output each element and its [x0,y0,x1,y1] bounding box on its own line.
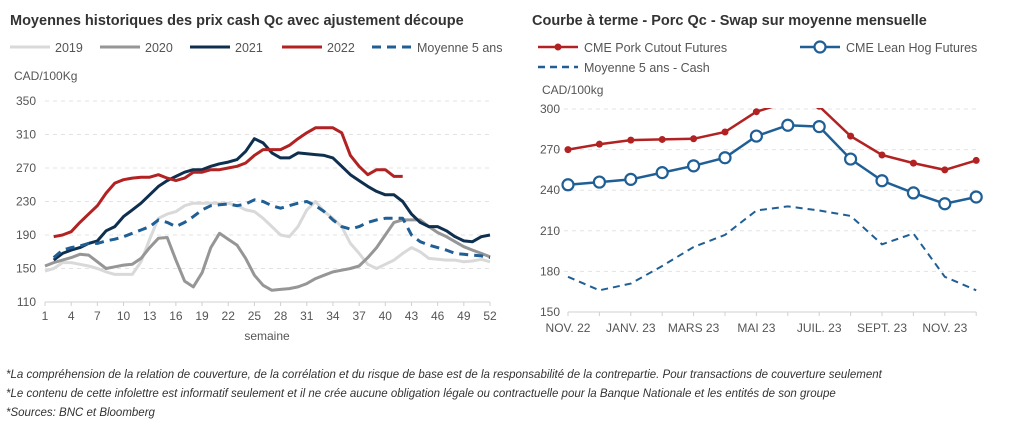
data-point [941,166,949,174]
x-tick-label: 4 [68,309,75,323]
x-tick-label: 1 [42,309,49,323]
data-point [658,135,666,143]
data-point [972,156,980,164]
x-tick-label: 43 [405,309,419,323]
left-y-label: CAD/100Kg [14,69,77,83]
data-point [749,129,764,143]
legend-label: CME Lean Hog Futures [846,41,977,55]
right-chart-title: Courbe à terme - Porc Qc - Swap sur moye… [532,13,927,29]
x-tick-label: 49 [457,309,471,323]
series-line [567,205,977,292]
data-point [655,166,669,180]
left-chart-title: Moyennes historiques des prix cash Qc av… [10,13,464,29]
x-tick-label: 16 [169,309,183,323]
y-tick-label: 150 [16,262,36,276]
legend-label: 2019 [55,41,83,55]
footnote-1: *La compréhension de la relation de couv… [6,369,883,381]
x-tick-label: 13 [143,309,157,323]
series-line-2021 [52,137,491,262]
data-point [690,135,698,143]
x-tick-label: 22 [222,309,236,323]
y-tick-label: 110 [17,295,36,309]
series-line-2019 [44,200,491,276]
data-point [843,152,858,166]
x-tick-label: NOV. 22 [546,321,591,335]
y-tick-label: 230 [16,195,36,209]
data-point [816,108,823,110]
y-tick-label: 150 [540,305,560,319]
data-point [878,151,886,159]
data-point [752,108,760,116]
footnote-3: *Sources: BNC et Bloomberg [6,407,156,419]
data-point [781,118,795,132]
series-line-moyenne-5-ans [52,198,491,260]
series-line-2022 [53,126,403,239]
x-tick-label: 25 [248,309,262,323]
y-tick-label: 270 [16,161,36,175]
x-tick-label: MARS 23 [668,321,720,335]
x-tick-label: 52 [483,309,497,323]
series-line [567,108,977,172]
legend-marker [554,43,562,51]
x-tick-label: 46 [431,309,445,323]
data-point [624,172,638,186]
x-tick-label: 40 [379,309,393,323]
footnote-2: *Le contenu de cette infolettre est info… [6,388,836,400]
x-tick-label: MAI 23 [737,321,775,335]
data-point [847,132,855,140]
data-point [561,178,575,192]
data-point [592,175,607,189]
data-point [595,140,603,148]
left-x-label: semaine [244,329,290,343]
right-chart: 150 180 210 240 270 300 NOV. 22 JANV. 23 MARS 23… [538,40,983,335]
y-tick-label: 210 [540,224,560,238]
y-tick-label: 190 [16,228,36,242]
legend-label: Moyenne 5 ans [417,41,502,55]
x-tick-label: SEPT. 23 [857,321,907,335]
data-point [969,190,983,204]
data-point [906,186,921,200]
data-point [875,174,889,188]
legend-label: 2022 [327,41,355,55]
y-tick-label: 310 [16,128,36,142]
y-tick-label: 350 [16,94,36,108]
x-tick-label: NOV. 23 [922,321,967,335]
data-point [784,99,791,106]
plot-area [561,99,983,292]
data-point [718,151,732,165]
legend-marker [813,40,827,54]
data-point [564,146,572,154]
right-y-label: CAD/100kg [542,83,603,97]
legend-label: CME Pork Cutout Futures [584,41,727,55]
legend-label: 2020 [145,41,173,55]
x-tick-label: 31 [300,309,314,323]
data-point [812,119,826,134]
x-tick-label: 28 [274,309,288,323]
x-tick-label: 19 [195,309,209,323]
x-tick-label: 10 [117,309,131,323]
y-tick-label: 270 [540,143,560,157]
data-point [938,197,952,211]
x-tick-label: 37 [352,309,366,323]
y-tick-label: 180 [540,264,560,278]
x-tick-label: JUIL. 23 [797,321,842,335]
x-tick-label: 7 [94,309,101,323]
data-point [909,159,917,167]
data-point [627,136,635,144]
legend-label: Moyenne 5 ans - Cash [584,61,710,75]
y-tick-label: 240 [540,183,560,197]
y-tick-label: 300 [540,102,560,116]
x-tick-label: 34 [326,309,340,323]
legend-label: 2021 [235,41,263,55]
x-tick-label: JANV. 23 [606,321,656,335]
data-point [686,159,701,173]
data-point [721,128,729,136]
left-chart: 110 150 190 230 270 310 350 1 4 7 10 13 16 19 22 25 28 31… [10,41,502,323]
